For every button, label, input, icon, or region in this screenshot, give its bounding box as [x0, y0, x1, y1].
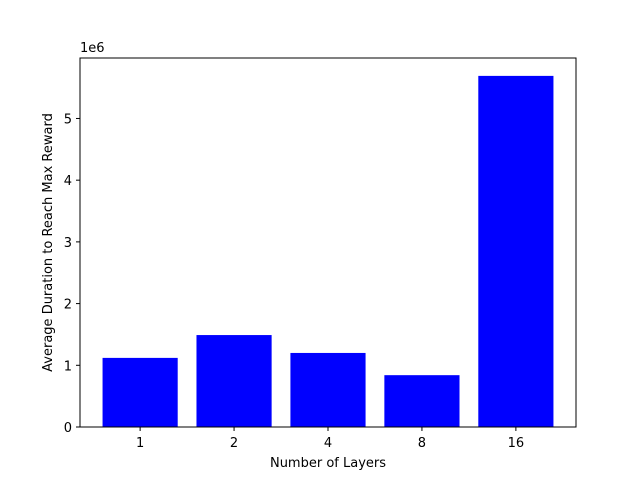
x-ticks: 1 2 4 8 16 [136, 427, 524, 451]
x-tick-label-16: 16 [508, 436, 525, 451]
bar-1 [102, 357, 178, 427]
y-tick-label-2: 2 [64, 298, 72, 313]
y-ticks: 0 1 2 3 4 5 [64, 112, 80, 436]
y-tick-label-3: 3 [64, 236, 72, 251]
x-tick-label-8: 8 [418, 436, 426, 451]
bar-4 [290, 352, 366, 427]
bar-16 [478, 75, 554, 427]
bar-8 [384, 375, 460, 427]
y-tick-label-0: 0 [64, 421, 72, 436]
bar-2 [196, 335, 272, 427]
y-tick-label-1: 1 [64, 359, 72, 374]
bars-layer [102, 75, 554, 427]
x-tick-label-4: 4 [324, 436, 332, 451]
y-tick-label-5: 5 [64, 112, 72, 127]
x-axis-label: Number of Layers [270, 456, 386, 471]
x-tick-label-2: 2 [230, 436, 238, 451]
y-axis-offset-label: 1e6 [80, 41, 105, 56]
y-axis-label: Average Duration to Reach Max Reward [41, 113, 56, 372]
y-tick-label-4: 4 [64, 174, 72, 189]
x-tick-label-1: 1 [136, 436, 144, 451]
